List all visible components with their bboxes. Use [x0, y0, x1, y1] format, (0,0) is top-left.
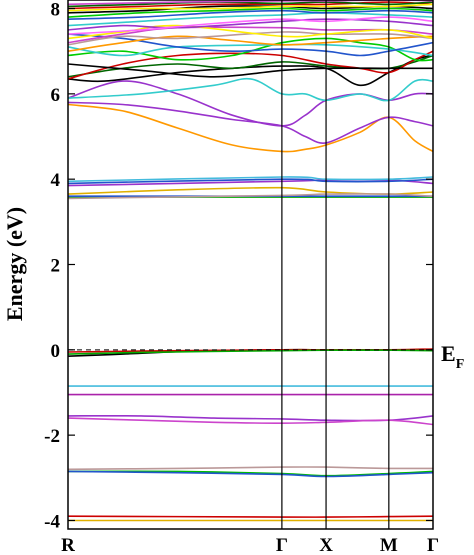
series-layer [68, 0, 433, 522]
band-line [68, 193, 433, 200]
k-path-layer [281, 0, 390, 529]
fermi-label-subscript: F [456, 357, 465, 372]
band-line [68, 35, 433, 52]
y-tick-label: 6 [51, 85, 61, 106]
band-line [68, 101, 433, 144]
band-line [68, 186, 433, 195]
band-line [68, 103, 433, 153]
fermi-label-main: E [441, 341, 456, 366]
band-line [68, 515, 433, 518]
x-tick-label: M [380, 535, 398, 555]
band-line [68, 466, 433, 471]
band-line [68, 37, 433, 62]
band-line [68, 77, 433, 102]
band-line [68, 54, 433, 78]
x-tick-label: Γ [427, 535, 439, 555]
x-tick-label: R [61, 535, 75, 555]
x-tick-label: Γ [276, 535, 288, 555]
y-tick-label: -4 [44, 511, 60, 532]
band-line [68, 50, 433, 80]
x-tick-label: X [319, 535, 333, 555]
y-tick-label: 4 [51, 170, 61, 191]
y-axis: -4 -2 0 2 4 6 8 [44, 0, 433, 532]
band-line [68, 80, 433, 127]
y-tick-label: 2 [51, 256, 61, 277]
y-axis-title: Energy (eV) [2, 207, 27, 321]
y-tick-label: 8 [51, 0, 61, 21]
fermi-level-label: EF [441, 341, 464, 372]
y-tick-label: 0 [51, 341, 61, 362]
band-line [68, 176, 433, 183]
y-tick-label: -2 [44, 426, 60, 447]
band-line [68, 178, 433, 185]
